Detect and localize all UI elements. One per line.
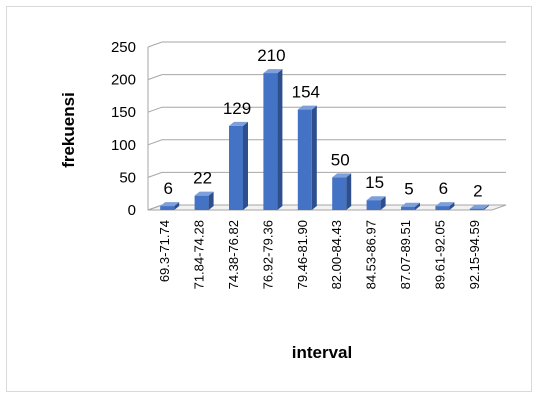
bar (229, 121, 248, 210)
bar-front (469, 208, 484, 210)
gridline (147, 106, 506, 113)
bar-side (380, 196, 386, 210)
gridline (147, 171, 506, 178)
bar (469, 204, 489, 210)
bar-top (263, 69, 283, 74)
category-label: 71.84-74.28 (192, 220, 207, 289)
bar (332, 173, 352, 210)
y-tick-label: 0 (128, 202, 136, 219)
bar (297, 105, 317, 210)
bar-side (415, 202, 420, 210)
category-label: 82.00-84.43 (329, 220, 344, 289)
bars (160, 69, 489, 210)
bar-top (194, 191, 214, 196)
gridline (147, 74, 506, 81)
bar-top (366, 196, 386, 201)
category-label: 84.53-86.97 (364, 220, 379, 289)
bar-front (332, 177, 347, 210)
data-label: 6 (439, 179, 448, 198)
data-label: 5 (404, 180, 413, 199)
y-tick-label: 250 (111, 39, 136, 56)
data-labels: 6 22 129 210 154 50 15 5 6 2 (163, 46, 482, 201)
y-tick-label: 200 (111, 72, 136, 89)
bar-top (229, 121, 248, 126)
category-label: 87.07-89.51 (398, 220, 413, 289)
data-label: 2 (473, 182, 482, 201)
bar (160, 202, 180, 210)
data-label: 50 (331, 150, 350, 169)
category-label: 79.46-81.90 (295, 220, 310, 289)
bar-front (401, 206, 415, 210)
bar-side (208, 191, 214, 210)
data-label: 129 (223, 99, 251, 118)
gridline (147, 41, 506, 48)
y-tick-label: 100 (111, 137, 136, 154)
data-label: 6 (163, 179, 172, 198)
bar (263, 69, 283, 210)
category-label: 92.15-94.59 (467, 220, 482, 289)
category-label: 76.92-79.36 (260, 220, 275, 289)
data-label: 22 (193, 169, 212, 188)
bar-top (401, 202, 420, 207)
data-label: 154 (292, 83, 320, 102)
category-label: 74.38-76.82 (226, 220, 241, 289)
category-label: 89.61-92.05 (432, 220, 447, 289)
bar-side (346, 173, 352, 210)
category-label: 69.3-71.74 (157, 220, 172, 282)
bar (366, 196, 386, 210)
bar-front (229, 125, 243, 210)
gridline (147, 139, 506, 146)
bar-side (174, 202, 180, 210)
bar (401, 202, 420, 210)
bar-top (297, 105, 317, 110)
bar-side (449, 202, 455, 210)
bar-side (243, 121, 248, 210)
y-axis-label: frekuensi (59, 92, 78, 168)
bar-front (263, 73, 278, 210)
data-label: 210 (257, 46, 285, 65)
bar-top (469, 204, 489, 209)
y-tick-labels: 0 50 100 150 200 250 (111, 39, 136, 219)
bar-front (160, 206, 175, 210)
bar (435, 202, 455, 210)
y-tick-label: 50 (119, 169, 136, 186)
bar-top (332, 173, 352, 178)
bar-front (297, 109, 312, 210)
category-labels: 69.3-71.74 71.84-74.28 74.38-76.82 76.92-79… (157, 220, 482, 289)
bar-side (277, 69, 283, 210)
bar (194, 191, 214, 210)
y-tick-label: 150 (111, 104, 136, 121)
bar-front (435, 206, 450, 210)
bar-front (366, 200, 381, 210)
bar-side (483, 204, 489, 210)
data-label: 15 (365, 173, 384, 192)
bar-top (435, 202, 455, 207)
bar-side (311, 105, 317, 210)
x-axis-label: interval (292, 343, 352, 362)
bar-front (194, 195, 209, 210)
bar-top (160, 202, 180, 207)
